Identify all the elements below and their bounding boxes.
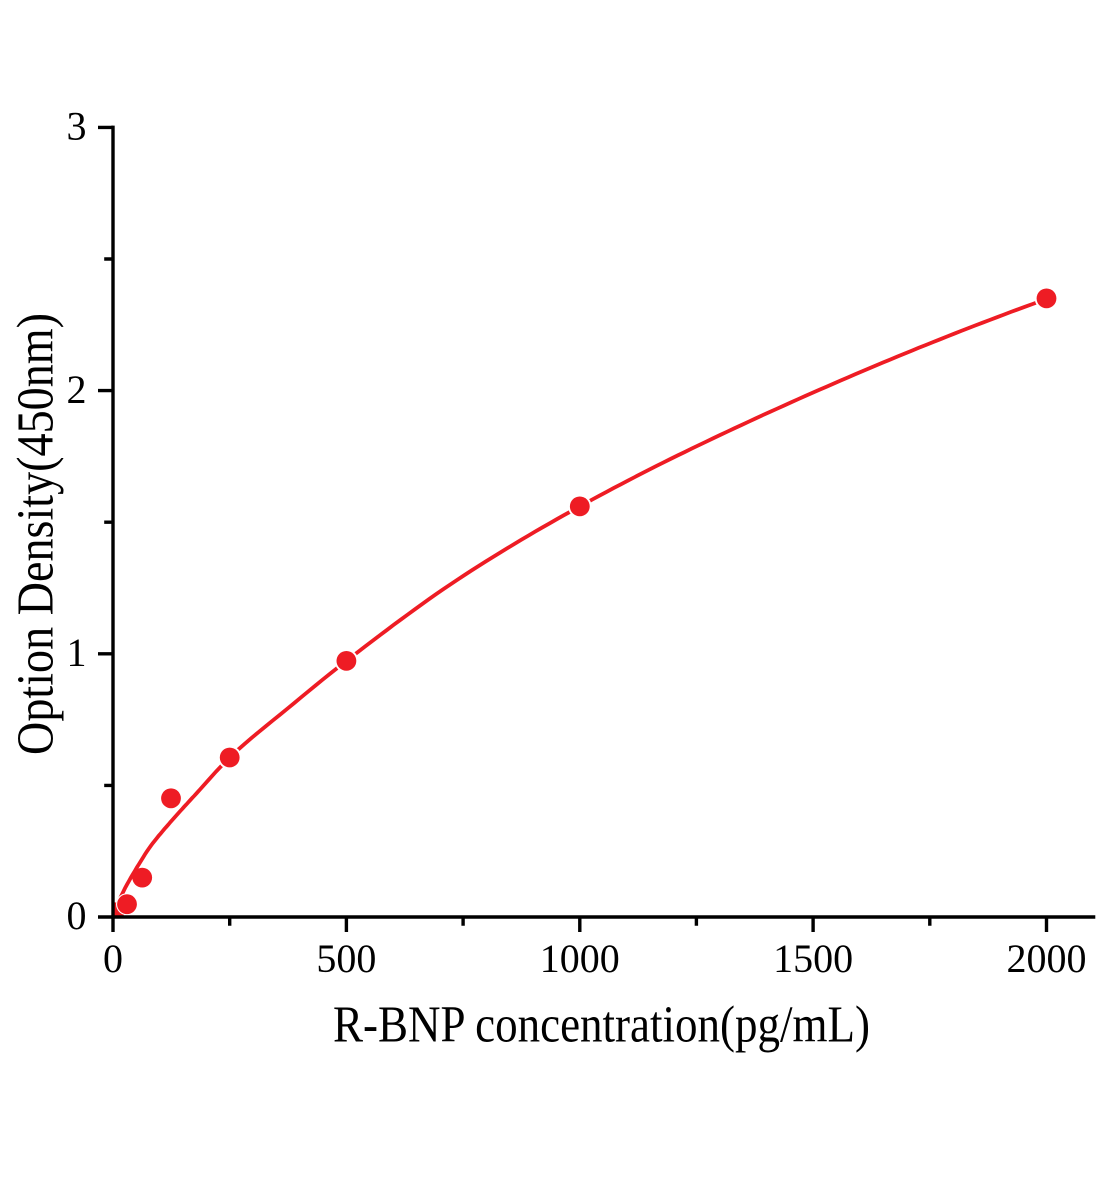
svg-text:1500: 1500 [773, 936, 853, 981]
svg-text:2: 2 [67, 367, 87, 412]
svg-text:R-BNP concentration(pg/mL): R-BNP concentration(pg/mL) [333, 997, 870, 1054]
svg-text:1000: 1000 [540, 936, 620, 981]
svg-text:3: 3 [67, 104, 87, 149]
svg-text:Option Density(450nm): Option Density(450nm) [7, 313, 64, 755]
svg-text:0: 0 [67, 893, 87, 938]
svg-text:1: 1 [67, 630, 87, 675]
svg-text:2000: 2000 [1007, 936, 1087, 981]
svg-text:0: 0 [103, 936, 123, 981]
svg-text:500: 500 [316, 936, 376, 981]
